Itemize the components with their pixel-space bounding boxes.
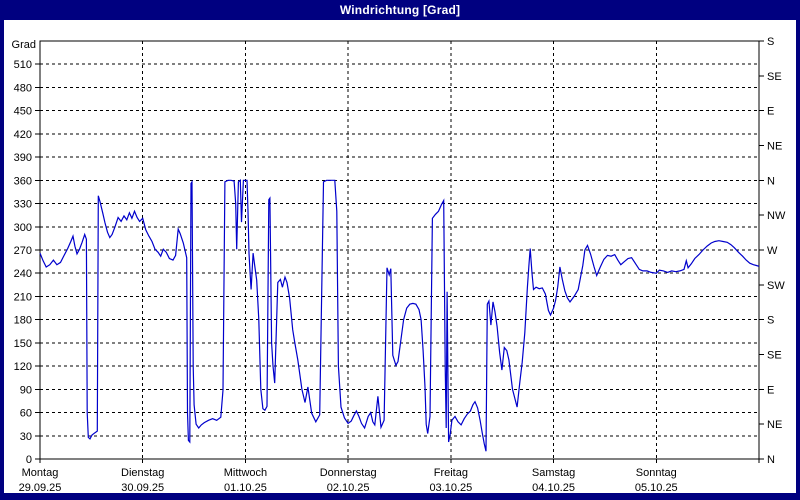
y-axis-tick-label: 240: [14, 268, 32, 280]
y-axis-tick-label: 450: [14, 106, 32, 118]
compass-tick-label: E: [767, 106, 774, 118]
chart-svg: Grad 0 30 60 90 120 150 180 210 240 270 300 330 360 39…: [12, 36, 786, 493]
y-axis-tick-label: 150: [14, 338, 32, 350]
x-axis-date-label: 04.10.25: [532, 482, 575, 493]
x-axis-day-label: Donnerstag: [320, 467, 377, 479]
y-axis-tick-label: 120: [14, 361, 32, 373]
wind-direction-line: [39, 179, 760, 452]
window-titlebar[interactable]: Windrichtung [Grad]: [0, 0, 800, 20]
x-axis-day-label: Freitag: [434, 467, 468, 479]
y-axis-tick-label: 330: [14, 199, 32, 211]
x-axis-date-label: 03.10.25: [429, 482, 472, 493]
window-title: Windrichtung [Grad]: [339, 3, 461, 17]
y-axis-tick-label: 360: [14, 175, 32, 187]
y-axis-title: Grad: [12, 39, 36, 51]
compass-tick-label: NE: [767, 419, 782, 431]
chart-area: Grad 0 30 60 90 120 150 180 210 240 270 300 330 360 39…: [4, 20, 796, 493]
y-axis-tick-label: 180: [14, 315, 32, 327]
y-axis-tick-label: 30: [20, 431, 32, 443]
x-axis-date-label: 05.10.25: [635, 482, 678, 493]
y-axis-tick-label: 270: [14, 245, 32, 257]
x-axis-day-label: Samstag: [532, 467, 575, 479]
x-axis-date-label: 29.09.25: [19, 482, 62, 493]
x-axis-day-label: Montag: [22, 467, 59, 479]
compass-tick-label: E: [767, 384, 774, 396]
compass-tick-label: S: [767, 36, 774, 48]
y-axis-tick-label: 0: [26, 454, 32, 466]
x-axis-date-label: 02.10.25: [327, 482, 370, 493]
compass-tick-label: SE: [767, 71, 782, 83]
y-axis-tick-label: 480: [14, 82, 32, 94]
y-axis-tick-label: 60: [20, 408, 32, 420]
y-axis-tick-label: 300: [14, 222, 32, 234]
compass-tick-label: W: [767, 245, 778, 257]
x-axis-day-label: Dienstag: [121, 467, 164, 479]
y-axis-tick-label: 210: [14, 291, 32, 303]
x-axis-date-label: 01.10.25: [224, 482, 267, 493]
plot-frame: [39, 40, 760, 460]
x-axis-date-label: 30.09.25: [121, 482, 164, 493]
y-axis-tick-label: 390: [14, 152, 32, 164]
y-axis-tick-label: 510: [14, 59, 32, 71]
y-axis-tick-label: 420: [14, 129, 32, 141]
compass-tick-label: NW: [767, 210, 786, 222]
compass-tick-label: N: [767, 175, 775, 187]
x-axis-day-label: Sonntag: [636, 467, 677, 479]
x-axis-day-label: Mittwoch: [224, 467, 267, 479]
compass-tick-label: SW: [767, 280, 785, 292]
compass-tick-label: N: [767, 454, 775, 466]
compass-tick-label: SE: [767, 350, 782, 362]
compass-tick-label: NE: [767, 141, 782, 153]
compass-tick-label: S: [767, 315, 774, 327]
y-axis-tick-label: 90: [20, 384, 32, 396]
